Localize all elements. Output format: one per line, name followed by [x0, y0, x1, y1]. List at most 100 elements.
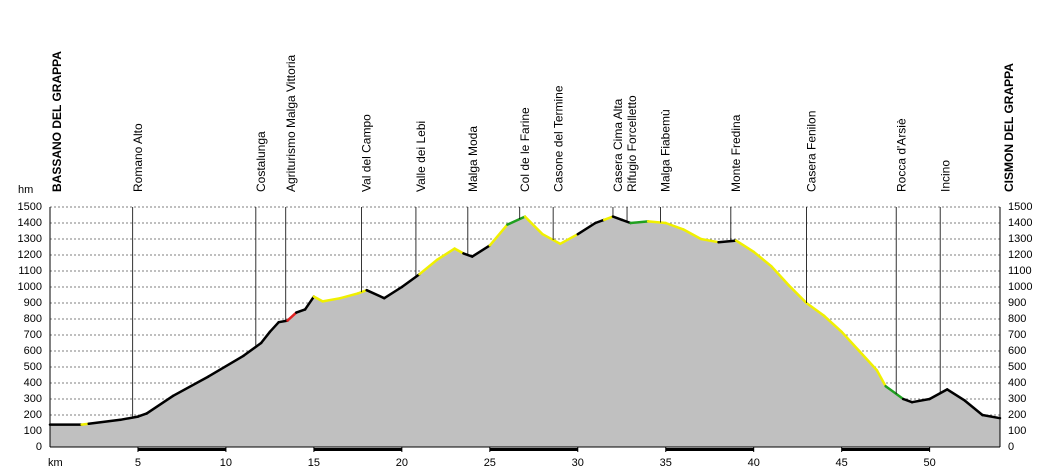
profile-segment [646, 220, 667, 225]
profile-segment [171, 375, 210, 398]
profile-segment [884, 384, 905, 401]
profile-segment [356, 288, 368, 295]
profile-segment [303, 295, 316, 311]
scale-bar [489, 448, 578, 451]
y-tick-label: 1000 [18, 281, 42, 293]
profile-segment [453, 247, 465, 255]
scale-bar [753, 448, 842, 451]
profile-area [50, 216, 1000, 447]
waypoint-label: Malga Fiabemù [659, 109, 673, 192]
scale-bar [401, 448, 490, 451]
profile-segment [488, 223, 509, 247]
profile-segment [268, 320, 280, 334]
x-tick-label: 25 [484, 457, 496, 469]
scale-bar [929, 448, 1000, 451]
y-tick-label-right: 1300 [1008, 233, 1032, 245]
x-tick-label: 30 [572, 457, 584, 469]
waypoint-label: Valle dei Lebi [414, 121, 428, 192]
y-tick-label-right: 1500 [1008, 201, 1032, 213]
scale-bar [50, 448, 138, 451]
scale-bar [313, 448, 402, 451]
waypoint-label: Col de le Farine [518, 107, 532, 192]
profile-segment [602, 215, 615, 222]
profile-segment [787, 284, 808, 305]
y-tick-label: 900 [24, 297, 42, 309]
profile-segment [875, 368, 887, 388]
x-tick-label: 45 [836, 457, 848, 469]
y-tick-label-right: 800 [1008, 313, 1026, 325]
profile-segment [682, 228, 703, 241]
y-tick-label: 800 [24, 313, 42, 325]
y-tick-label: 0 [36, 441, 42, 453]
profile-segment [365, 288, 386, 300]
x-tick-label: 5 [135, 457, 141, 469]
y-tick-label: 1300 [18, 233, 42, 245]
y-tick-label: 600 [24, 345, 42, 357]
profile-segment [805, 301, 826, 318]
y-tick-label-right: 200 [1008, 409, 1026, 421]
profile-segment [383, 285, 404, 300]
y-tick-label-right: 400 [1008, 377, 1026, 389]
profile-segment [295, 308, 307, 314]
y-axis-label: hm [18, 184, 33, 196]
y-tick-label-right: 900 [1008, 297, 1026, 309]
waypoint-label: Costalunga [254, 131, 268, 192]
waypoint-label: Agriturismo Malga Vittoria [284, 55, 298, 192]
profile-segment [145, 394, 175, 415]
waypoint-label: Monte Fredina [729, 114, 743, 192]
y-tick-label: 1500 [18, 201, 42, 213]
x-tick-label: 15 [308, 457, 320, 469]
profile-segment [321, 296, 342, 303]
y-tick-label: 300 [24, 393, 42, 405]
profile-segment [945, 388, 967, 402]
y-tick-label: 700 [24, 329, 42, 341]
profile-segment [470, 244, 492, 258]
waypoint-label: Casone del Termine [551, 85, 565, 192]
y-tick-label-right: 1100 [1008, 265, 1032, 277]
scale-bar [577, 448, 666, 451]
profile-segment [901, 397, 914, 404]
profile-segment [594, 218, 606, 225]
profile-segment [119, 415, 140, 422]
profile-segment [664, 221, 685, 231]
y-tick-label: 500 [24, 361, 42, 373]
y-tick-label: 100 [24, 425, 42, 437]
scale-bar [665, 448, 754, 451]
profile-segment [541, 232, 562, 246]
profile-segment [558, 232, 580, 246]
y-tick-label: 1400 [18, 217, 42, 229]
profile-segment [717, 239, 738, 244]
y-tick-label-right: 100 [1008, 425, 1026, 437]
scale-bar [841, 448, 930, 451]
waypoint-label: Casera Fenilon [805, 111, 819, 192]
y-tick-label: 1200 [18, 249, 42, 261]
waypoint-label: Romano Alto [131, 123, 145, 192]
x-tick-label: 35 [660, 457, 672, 469]
profile-segment [400, 272, 421, 289]
profile-segment [981, 413, 1002, 420]
x-tick-label: 50 [924, 457, 936, 469]
y-tick-label-right: 500 [1008, 361, 1026, 373]
profile-segment [339, 292, 360, 300]
waypoint-label: Rocca d'Arsiè [894, 118, 908, 192]
y-tick-label-right: 1200 [1008, 249, 1032, 261]
waypoint-label: Rifugio Forcelletto [625, 95, 639, 192]
profile-segment [523, 215, 544, 236]
profile-segment [840, 330, 861, 353]
y-tick-label-right: 600 [1008, 345, 1026, 357]
y-tick-label-right: 700 [1008, 329, 1026, 341]
profile-segment [277, 319, 289, 324]
waypoint-label: Malga Moda [466, 126, 480, 192]
scale-bar [137, 448, 226, 451]
waypoint-label: BASSANO DEL GRAPPA [50, 51, 64, 192]
y-tick-label: 1100 [18, 265, 42, 277]
waypoint-label: Incino [938, 160, 952, 192]
profile-segment [506, 215, 527, 226]
x-tick-label: 10 [220, 457, 232, 469]
waypoint-label: Val del Campo [360, 114, 374, 192]
y-tick-label-right: 0 [1008, 441, 1014, 453]
x-axis-label: km [48, 457, 63, 469]
profile-segment [620, 218, 632, 225]
profile-segment [770, 264, 791, 287]
